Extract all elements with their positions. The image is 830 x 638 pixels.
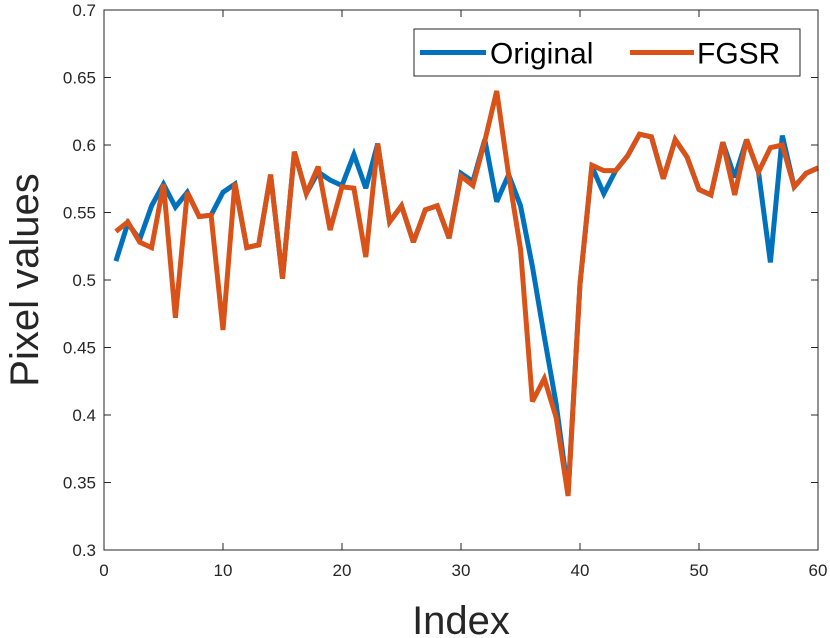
x-axis-label: Index xyxy=(412,599,510,638)
x-tick-label: 30 xyxy=(452,561,471,580)
x-tick-label: 0 xyxy=(99,561,108,580)
x-tick-label: 10 xyxy=(214,561,233,580)
y-tick-label: 0.65 xyxy=(63,69,96,88)
legend-label: Original xyxy=(490,38,593,71)
x-tick-label: 60 xyxy=(809,561,828,580)
y-tick-label: 0.4 xyxy=(72,406,96,425)
x-tick-label: 50 xyxy=(690,561,709,580)
x-tick-label: 40 xyxy=(571,561,590,580)
series-lines xyxy=(113,90,820,497)
y-axis-label: Pixel values xyxy=(3,173,47,386)
y-tick-label: 0.45 xyxy=(63,339,96,358)
legend: Original FGSR xyxy=(413,28,801,77)
y-tick-label: 0.5 xyxy=(72,271,96,290)
series-line-fgsr xyxy=(114,90,820,497)
y-tick-label: 0.6 xyxy=(72,136,96,155)
y-tick-label: 0.7 xyxy=(72,1,96,20)
x-tick-label: 20 xyxy=(333,561,352,580)
axis-ticks: 0 10 20 30 40 50 60 0.3 0.35 0.4 0.45 0.5 0.55 0.6 0.6… xyxy=(63,1,828,580)
axes-box xyxy=(103,9,819,551)
legend-label: FGSR xyxy=(697,38,780,71)
y-tick-label: 0.55 xyxy=(63,204,96,223)
y-tick-label: 0.3 xyxy=(72,541,96,560)
y-tick-label: 0.35 xyxy=(63,474,96,493)
